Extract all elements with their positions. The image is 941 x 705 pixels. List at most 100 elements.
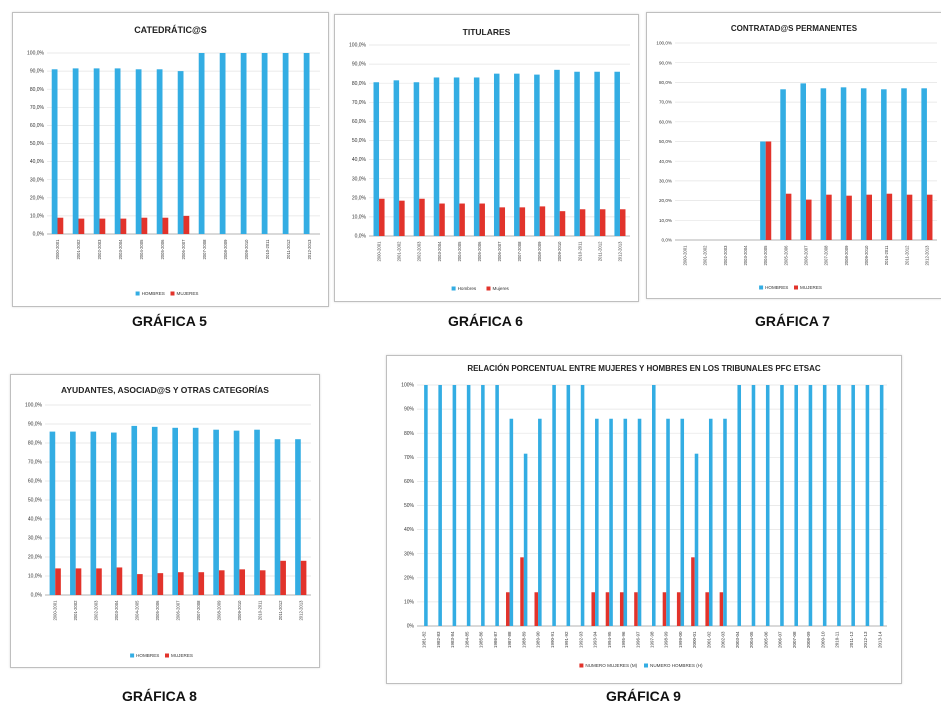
bar-series-b: [680, 418, 685, 626]
bar-series-b: [178, 572, 184, 595]
bar-series-a: [254, 429, 260, 595]
bar-series-b: [523, 453, 528, 626]
x-tick-label: 2012-13: [863, 631, 868, 648]
bar-series-a: [634, 592, 638, 626]
bar-series-a: [614, 71, 620, 236]
bar-series-a: [282, 53, 289, 234]
bar-series-a: [820, 88, 827, 240]
y-tick-label: 70%: [404, 455, 415, 461]
x-tick-label: 2002-2003: [97, 239, 102, 260]
x-tick-label: 2004-2005: [135, 600, 140, 621]
x-tick-label: 2006-2007: [497, 241, 502, 262]
bar-series-b: [539, 206, 546, 236]
bar-series-a: [691, 557, 695, 626]
bar-series-b: [723, 418, 727, 626]
x-tick-label: 2001-2002: [397, 241, 402, 262]
bar-series-a: [453, 77, 460, 236]
y-tick-label: 40,0%: [30, 159, 45, 165]
bar-series-a: [233, 430, 240, 595]
x-tick-label: 2009-2010: [864, 245, 869, 266]
x-tick-label: 2007-2008: [202, 239, 207, 260]
bar-series-b: [595, 418, 599, 626]
x-tick-label: 2003-04: [735, 631, 740, 648]
bar-series-b: [116, 567, 123, 595]
caption-grafica-8: GRÁFICA 8: [122, 688, 197, 704]
bar-series-b: [218, 570, 225, 595]
y-tick-label: 90,0%: [659, 60, 672, 65]
bar-series-b: [609, 418, 613, 626]
y-tick-label: 90,0%: [28, 422, 43, 428]
bar-series-a: [901, 88, 907, 240]
y-tick-label: 50,0%: [28, 498, 43, 504]
x-tick-label: 2009-2010: [244, 239, 249, 260]
bar-series-b: [57, 217, 64, 234]
x-tick-label: 2011-2012: [278, 600, 283, 620]
x-tick-label: 2005-2006: [155, 600, 160, 621]
bar-series-b: [694, 453, 699, 626]
bar-series-a: [261, 53, 268, 234]
chart-title: RELACIÓN PORCENTUAL ENTRE MUJERES Y HOMB…: [467, 364, 821, 373]
x-tick-label: 2013-14: [877, 631, 882, 648]
y-tick-label: 10,0%: [28, 574, 43, 580]
bar-series-b: [552, 385, 556, 626]
bar-series-a: [591, 592, 596, 626]
bar-series-a: [800, 83, 806, 240]
x-tick-label: 1984-85: [464, 631, 469, 648]
y-tick-label: 0,0%: [31, 593, 43, 599]
x-tick-label: 2006-2007: [804, 245, 809, 266]
x-tick-label: 2007-08: [792, 631, 797, 648]
bar-series-a: [676, 592, 681, 626]
bar-series-b: [55, 568, 61, 595]
bar-series-b: [120, 218, 127, 234]
y-tick-label: 20,0%: [30, 195, 45, 201]
y-tick-label: 90,0%: [30, 69, 45, 75]
legend-swatch: [794, 285, 798, 290]
x-tick-label: 1981-82: [422, 631, 427, 648]
bar-series-b: [708, 418, 713, 626]
bar-series-b: [737, 385, 742, 626]
chart-panel-catedraticos: CATEDRÁTIC@S 0,0% 10,0% 20,0% 30,0% 40,0% 50,0…: [12, 12, 329, 307]
bar-series-b: [300, 560, 307, 595]
legend-label: MUJERES: [171, 653, 193, 658]
y-tick-label: 70,0%: [659, 100, 672, 105]
bar-series-b: [866, 194, 873, 240]
bar-series-b: [599, 209, 606, 236]
x-tick-label: 1992-93: [578, 631, 583, 648]
bar-series-a: [192, 427, 199, 595]
bar-series-a: [493, 73, 500, 237]
bar-series-b: [652, 385, 656, 626]
bar-series-b: [157, 573, 164, 595]
bar-series-b: [259, 570, 266, 595]
x-tick-label: 2012-2013: [617, 241, 622, 262]
x-tick-label: 2002-2003: [723, 245, 728, 266]
x-tick-label: 2004-2005: [139, 239, 144, 260]
x-tick-label: 2000-2001: [55, 239, 60, 260]
bar-series-a: [110, 432, 117, 595]
x-tick-label: 2009-10: [820, 631, 825, 648]
bar-series-a: [93, 68, 100, 234]
x-tick-label: 2008-2009: [223, 239, 228, 260]
chart-tribunales-pfc: RELACIÓN PORCENTUAL ENTRE MUJERES Y HOMB…: [401, 364, 887, 668]
x-tick-label: 2005-2006: [160, 239, 165, 260]
x-tick-label: 2005-2006: [477, 241, 482, 262]
bar-series-a: [72, 68, 79, 234]
bar-series-b: [926, 194, 933, 240]
bar-series-b: [623, 418, 628, 626]
y-tick-label: 50,0%: [659, 139, 672, 144]
bar-series-b: [481, 385, 485, 626]
x-tick-label: 2011-2012: [904, 245, 909, 265]
bar-series-a: [295, 439, 301, 595]
x-tick-label: 1982-83: [436, 631, 441, 648]
legend-label: MUJERES: [177, 291, 199, 296]
y-tick-label: 10,0%: [659, 218, 672, 223]
bar-series-a: [373, 82, 380, 237]
x-tick-label: 2005-06: [763, 631, 768, 648]
y-tick-label: 60,0%: [352, 119, 367, 125]
bar-series-b: [886, 193, 893, 240]
x-tick-label: 2004-05: [749, 631, 754, 648]
x-tick-label: 2007-2008: [517, 241, 522, 262]
y-tick-label: 0,0%: [662, 238, 672, 243]
y-tick-label: 30,0%: [352, 176, 367, 182]
caption-grafica-7: GRÁFICA 7: [755, 313, 830, 329]
bar-series-b: [666, 418, 670, 626]
